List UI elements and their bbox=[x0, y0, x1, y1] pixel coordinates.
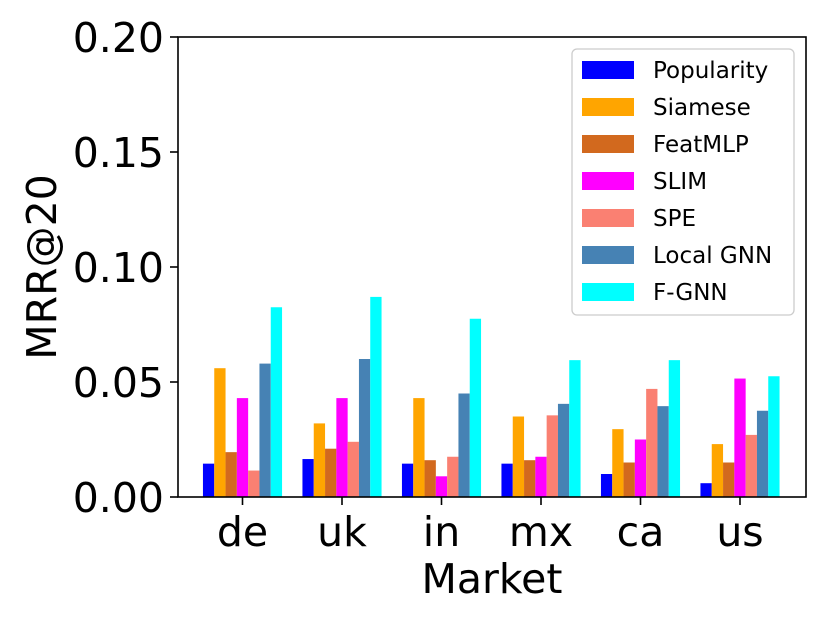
bar-ca-popularity bbox=[600, 474, 613, 497]
bar-ca-siamese bbox=[612, 429, 624, 497]
bar-us-local-gnn bbox=[756, 410, 769, 497]
plot-frame bbox=[177, 36, 807, 498]
legend-swatch bbox=[582, 61, 634, 79]
bar-us-slim bbox=[734, 378, 746, 497]
bar-de-local-gnn bbox=[259, 363, 271, 497]
x-tick-label: mx bbox=[509, 508, 573, 556]
legend-label: Popularity bbox=[653, 58, 768, 84]
bar-in-local-gnn bbox=[458, 393, 470, 497]
x-tick-label: uk bbox=[317, 508, 367, 556]
x-ticks: de uk in mx ca us bbox=[217, 497, 764, 556]
bar-mx-popularity bbox=[501, 463, 513, 497]
legend-swatch bbox=[582, 283, 634, 301]
bar-mx-spe bbox=[546, 415, 558, 497]
bar-in-spe bbox=[447, 456, 459, 497]
y-tick-label: 0.00 bbox=[73, 474, 164, 522]
bar-in-siamese bbox=[413, 398, 425, 497]
x-tick-label: in bbox=[423, 508, 460, 556]
bar-ca-f-gnn bbox=[668, 360, 681, 497]
x-tick-label: de bbox=[217, 508, 268, 556]
bar-us-spe bbox=[745, 434, 757, 497]
legend-label: Local GNN bbox=[653, 243, 772, 269]
bar-uk-popularity bbox=[302, 459, 314, 497]
bar-ca-spe bbox=[646, 388, 658, 497]
bar-in-featmlp bbox=[424, 460, 436, 497]
bar-us-popularity bbox=[700, 483, 712, 497]
bar-de-featmlp bbox=[225, 452, 237, 497]
bar-ca-featmlp bbox=[623, 462, 635, 497]
x-tick-label: ca bbox=[617, 508, 665, 556]
bar-in-slim bbox=[435, 476, 448, 497]
y-tick-label: 0.20 bbox=[73, 14, 164, 62]
legend-label: SLIM bbox=[653, 169, 707, 195]
bar-uk-f-gnn bbox=[370, 296, 382, 497]
bar-in-f-gnn bbox=[469, 318, 482, 497]
bar-uk-slim bbox=[336, 398, 348, 497]
bar-de-siamese bbox=[214, 368, 226, 497]
bar-mx-local-gnn bbox=[557, 403, 570, 497]
legend-label: SPE bbox=[653, 206, 696, 232]
y-tick-label: 0.15 bbox=[73, 129, 164, 177]
x-axis-label: Market bbox=[422, 555, 563, 603]
legend-swatch bbox=[582, 98, 634, 116]
bar-us-f-gnn bbox=[768, 376, 780, 497]
bar-mx-slim bbox=[535, 456, 547, 497]
legend-swatch bbox=[582, 172, 634, 190]
bar-de-spe bbox=[248, 470, 260, 497]
y-tick-label: 0.05 bbox=[73, 359, 164, 407]
bar-mx-f-gnn bbox=[569, 360, 581, 497]
bar-uk-siamese bbox=[313, 423, 326, 497]
bar-de-popularity bbox=[202, 463, 215, 497]
bar-uk-spe bbox=[347, 441, 359, 497]
legend-label: F-GNN bbox=[653, 280, 728, 306]
bar-uk-featmlp bbox=[325, 448, 337, 497]
bar-de-slim bbox=[236, 398, 249, 497]
legend-label: FeatMLP bbox=[653, 132, 749, 158]
bar-mx-featmlp bbox=[524, 460, 536, 497]
bar-in-popularity bbox=[401, 463, 414, 497]
bar-us-siamese bbox=[711, 444, 724, 497]
y-axis-label: MRR@20 bbox=[18, 174, 66, 360]
legend-label: Siamese bbox=[653, 95, 751, 121]
y-tick-label: 0.10 bbox=[73, 244, 164, 292]
bar-de-f-gnn bbox=[270, 307, 283, 497]
legend-swatch bbox=[582, 135, 634, 153]
bar-uk-local-gnn bbox=[358, 359, 371, 497]
legend-swatch bbox=[582, 209, 634, 227]
bar-mx-siamese bbox=[512, 416, 525, 497]
legend: Popularity Siamese FeatMLP SLIM SPE Local GNN… bbox=[571, 48, 795, 316]
legend-swatch bbox=[582, 246, 634, 264]
bar-ca-local-gnn bbox=[657, 406, 669, 497]
y-ticks: 0.00 0.05 0.10 0.15 0.20 bbox=[73, 14, 178, 522]
bar-us-featmlp bbox=[723, 462, 735, 497]
bars bbox=[202, 296, 780, 497]
bar-ca-slim bbox=[634, 439, 647, 497]
x-tick-label: us bbox=[716, 508, 763, 556]
